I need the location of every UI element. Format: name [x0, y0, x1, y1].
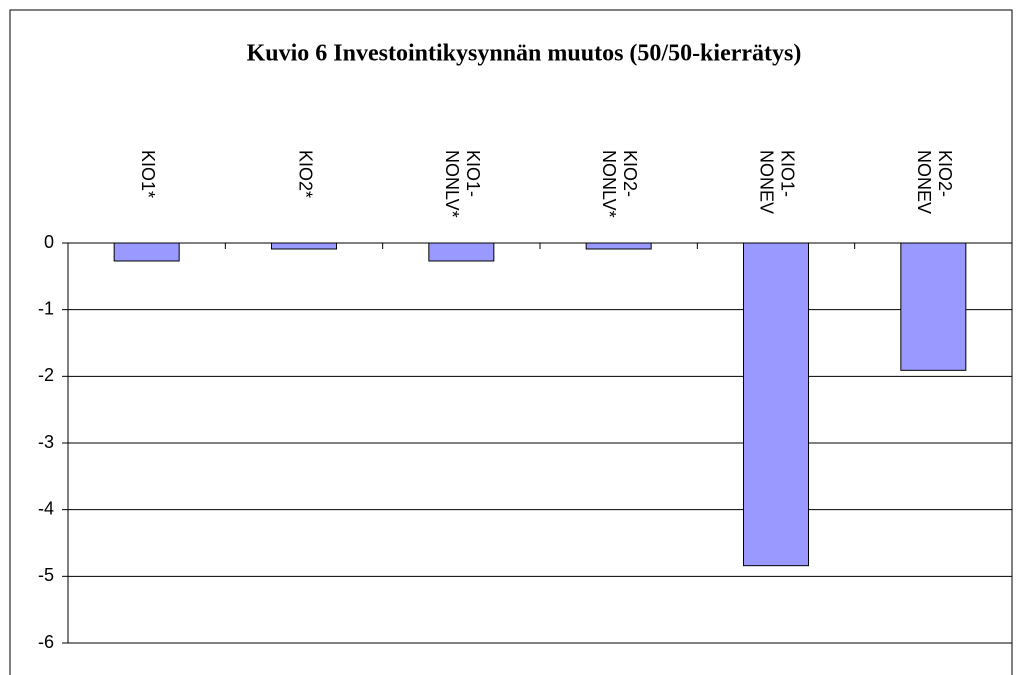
- bar: [428, 242, 495, 262]
- x-tick-label: KIO1-NONLV*: [442, 150, 483, 218]
- y-tick-label: -3: [38, 432, 54, 452]
- x-tick-label: KIO2-NONEV: [914, 150, 955, 214]
- chart-title: Kuvio 6 Investointikysynnän muutos (50/5…: [247, 41, 802, 67]
- y-tick-label: -1: [38, 298, 54, 318]
- bar: [900, 242, 967, 371]
- y-tick-label: -5: [38, 565, 54, 585]
- y-tick-label: -2: [38, 365, 54, 385]
- y-tick-label: -6: [38, 632, 54, 652]
- x-tick-label: KIO2*: [295, 150, 315, 198]
- y-tick-label: -4: [38, 498, 54, 518]
- chart-frame: [9, 9, 1013, 675]
- x-tick-label: KIO1-NONEV: [757, 150, 798, 214]
- x-tick-label: KIO2-NONLV*: [599, 150, 640, 218]
- bar: [113, 242, 180, 262]
- bar: [743, 242, 809, 567]
- x-tick-label: KIO1*: [138, 150, 158, 198]
- y-tick-label: 0: [44, 232, 54, 252]
- bar: [585, 242, 652, 250]
- bar: [271, 242, 337, 250]
